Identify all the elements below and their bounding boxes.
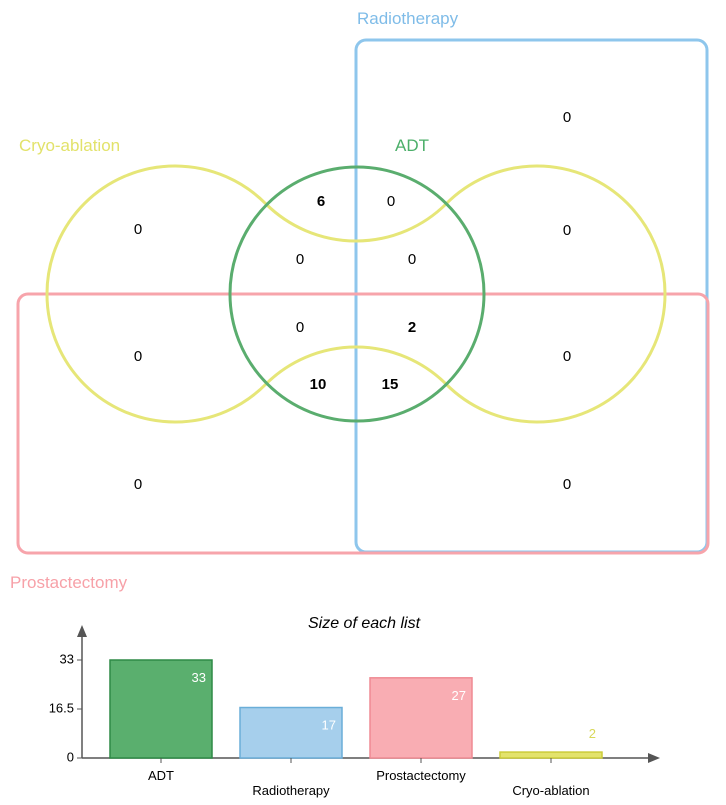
adt-set-circle [228,165,486,423]
region-count: 0 [296,319,304,336]
y-tick-label: 0 [67,749,74,764]
region-count: 15 [382,376,399,393]
chart-title: Size of each list [308,615,421,632]
region-count: 0 [408,251,416,268]
adt-label: ADT [395,136,429,155]
bar-adt [109,659,213,759]
y-tick-label: 33 [60,651,74,666]
prostatectomy-label: Prostactectomy [10,573,128,592]
list-size-bar-chart: Size of each list 0 16.5 33 33 ADT 17 Radiothe… [49,615,660,798]
bar-value-label: 27 [452,688,466,703]
region-count: 0 [563,348,571,365]
region-count: 0 [387,193,395,210]
region-count: 6 [317,193,325,210]
radiotherapy-label: Radiotherapy [357,9,459,28]
x-category-label: Cryo-ablation [512,783,589,798]
bar-value-label: 17 [322,718,336,733]
bar-radiotherapy [239,706,343,759]
region-count: 0 [563,222,571,239]
bar-value-label: 2 [589,726,596,741]
x-category-label: Radiotherapy [252,783,330,798]
region-count: 2 [408,319,416,336]
region-count: 0 [134,476,142,493]
region-count: 10 [310,376,327,393]
region-count: 0 [134,221,142,238]
radiotherapy-set-rect [354,38,709,554]
y-tick-label: 16.5 [49,700,74,715]
prostatectomy-set-rect [16,292,710,555]
bar-cryo-ablation [499,751,603,759]
x-category-label: Prostactectomy [376,768,466,783]
y-axis-arrow-icon [77,625,87,637]
region-count: 0 [296,251,304,268]
region-count: 0 [563,476,571,493]
x-category-label: ADT [148,768,174,783]
region-count: 0 [134,348,142,365]
x-axis-arrow-icon [648,753,660,763]
cryo-ablation-label: Cryo-ablation [19,136,120,155]
bar-value-label: 33 [192,670,206,685]
region-count: 0 [563,109,571,126]
bar-prostactectomy [369,677,473,759]
